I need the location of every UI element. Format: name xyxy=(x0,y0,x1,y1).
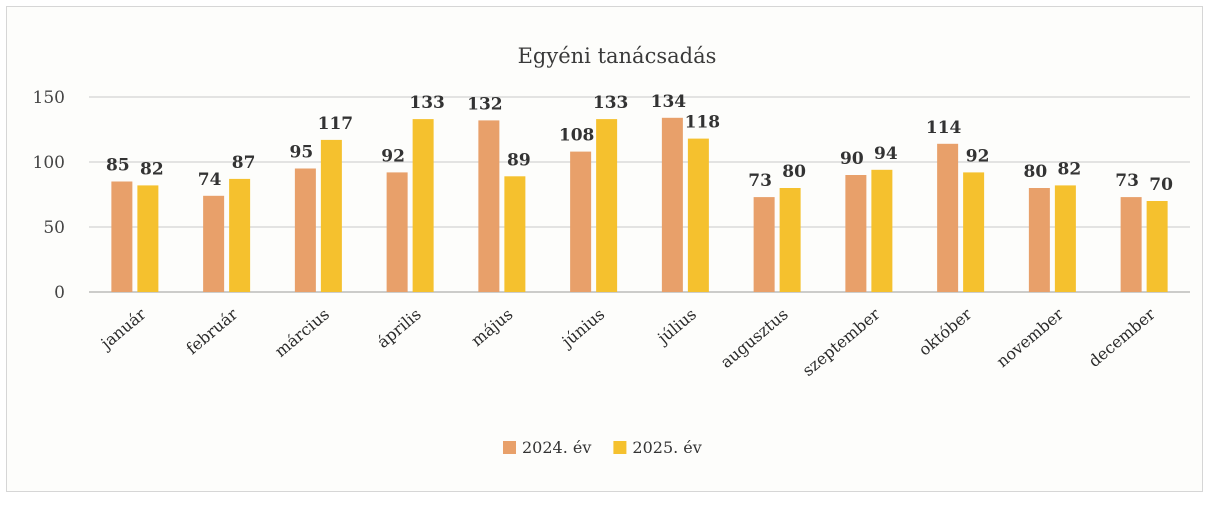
data-label: 117 xyxy=(318,114,354,134)
data-label: 92 xyxy=(966,146,990,166)
bar-2-12 xyxy=(1146,201,1168,292)
data-label: 73 xyxy=(1115,171,1139,191)
y-tick-label: 50 xyxy=(43,218,65,238)
bar-1-5 xyxy=(478,120,500,293)
legend-label: 2025. év xyxy=(632,438,701,457)
bar-2-1 xyxy=(137,185,159,292)
data-label: 95 xyxy=(290,143,314,163)
data-label: 82 xyxy=(140,159,164,179)
category-label: november xyxy=(993,304,1068,371)
bar-2-7 xyxy=(687,138,709,292)
bar-1-4 xyxy=(386,172,408,292)
category-label: június xyxy=(557,305,608,352)
y-axis-ticks: 0 50 100 150 xyxy=(33,88,65,303)
data-label: 89 xyxy=(507,150,531,170)
category-label: július xyxy=(652,305,699,349)
data-label: 114 xyxy=(926,118,962,138)
category-label: április xyxy=(373,305,424,352)
bar-2-11 xyxy=(1054,185,1076,292)
bar-1-6 xyxy=(570,151,592,292)
bar-1-7 xyxy=(661,117,683,292)
bar-1-11 xyxy=(1028,188,1050,292)
data-label: 85 xyxy=(106,156,130,176)
category-label: január xyxy=(96,304,150,354)
bar-2-6 xyxy=(596,119,618,292)
bar-1-12 xyxy=(1120,197,1142,292)
category-label: február xyxy=(182,304,241,358)
y-tick-label: 150 xyxy=(33,88,65,108)
bar-2-8 xyxy=(779,188,801,292)
data-label: 73 xyxy=(748,171,772,191)
bar-1-2 xyxy=(203,195,225,292)
bar-1-10 xyxy=(937,143,959,292)
data-label: 74 xyxy=(198,170,222,190)
category-label: szeptember xyxy=(799,304,884,380)
data-label: 118 xyxy=(685,113,721,133)
bar-1-3 xyxy=(294,168,316,292)
data-label: 70 xyxy=(1149,175,1173,195)
bar-1-8 xyxy=(753,197,775,292)
data-label: 134 xyxy=(651,92,687,112)
legend: 2024. év 2025. év xyxy=(503,438,702,457)
y-tick-label: 0 xyxy=(54,283,65,303)
category-label: május xyxy=(467,305,516,351)
category-label: augusztus xyxy=(717,305,792,372)
category-label: március xyxy=(271,305,333,361)
data-label: 133 xyxy=(409,93,445,113)
data-label: 92 xyxy=(381,146,405,166)
category-label: december xyxy=(1085,304,1159,371)
bar-2-9 xyxy=(871,169,893,292)
bar-2-10 xyxy=(963,172,985,292)
bar-2-4 xyxy=(412,119,434,292)
category-label: október xyxy=(915,304,976,359)
data-label: 87 xyxy=(232,153,256,173)
bar-2-3 xyxy=(320,139,342,292)
bar-2-5 xyxy=(504,176,526,292)
legend-label: 2024. év xyxy=(522,438,591,457)
data-label: 82 xyxy=(1058,159,1082,179)
legend-swatch xyxy=(613,441,627,454)
legend-swatch xyxy=(503,441,516,454)
data-label: 108 xyxy=(559,126,595,146)
chart-frame: Egyéni tanácsadás 0 50 100 150 85 82 74 87 95 11… xyxy=(6,6,1203,492)
category-labels: január február március április május június jú… xyxy=(96,304,1159,380)
data-label: 133 xyxy=(593,93,629,113)
bar-1-1 xyxy=(111,181,133,292)
data-label: 80 xyxy=(782,162,806,182)
data-label: 94 xyxy=(874,144,898,164)
data-label: 132 xyxy=(467,94,503,114)
chart-title: Egyéni tanácsadás xyxy=(518,44,717,68)
gridlines xyxy=(89,96,1190,293)
bars xyxy=(111,117,1168,293)
bar-1-9 xyxy=(845,175,867,292)
bar-2-2 xyxy=(229,178,251,292)
y-tick-label: 100 xyxy=(33,153,65,173)
data-label: 80 xyxy=(1024,162,1048,182)
data-label: 90 xyxy=(840,149,864,169)
